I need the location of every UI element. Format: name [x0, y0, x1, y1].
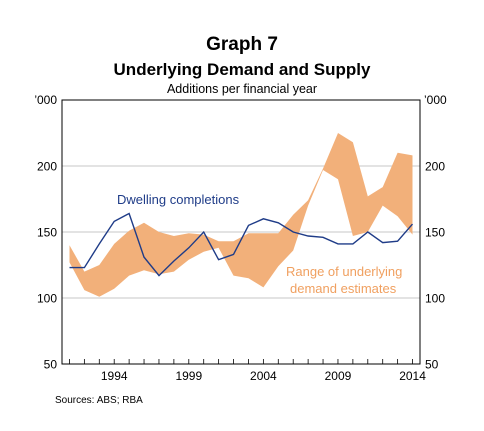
x-tick-label: 2014 — [399, 369, 426, 383]
x-tick-label: 2004 — [250, 369, 277, 383]
y-unit-right: ’000 — [424, 93, 447, 107]
y-tick-label-left: 50 — [44, 358, 58, 372]
demand-range-band — [69, 133, 413, 297]
chart-subtitle: Additions per financial year — [166, 82, 318, 96]
y-tick-label-left: 100 — [37, 292, 57, 306]
dwelling-completions-line — [69, 212, 414, 277]
axis-ticks: 50 50 100 100 150 150 200 200 1994 1999 2004 2009 20… — [37, 160, 445, 384]
y-tick-label-right: 200 — [425, 160, 445, 174]
demand-range-label-line2: demand estimates — [290, 281, 397, 296]
x-tick-label: 1999 — [175, 369, 202, 383]
y-tick-label-left: 150 — [37, 226, 57, 240]
y-tick-label-right: 150 — [425, 226, 445, 240]
dwelling-completions-label: Dwelling completions — [117, 192, 240, 207]
x-tick-label: 1994 — [101, 369, 128, 383]
plot-frame — [61, 99, 421, 365]
chart-title: Underlying Demand and Supply — [113, 60, 371, 79]
x-tick-label: 2009 — [325, 369, 352, 383]
source-note: Sources: ABS; RBA — [55, 395, 143, 406]
y-unit-left: ’000 — [34, 93, 57, 107]
demand-range-label-line1: Range of underlying — [286, 264, 402, 279]
y-tick-label-left: 200 — [37, 160, 57, 174]
y-tick-label-right: 50 — [425, 358, 439, 372]
y-tick-label-right: 100 — [425, 292, 445, 306]
graph-number: Graph 7 — [206, 34, 278, 55]
